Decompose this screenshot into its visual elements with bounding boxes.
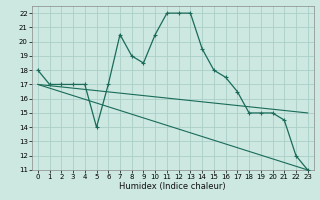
- X-axis label: Humidex (Indice chaleur): Humidex (Indice chaleur): [119, 182, 226, 191]
